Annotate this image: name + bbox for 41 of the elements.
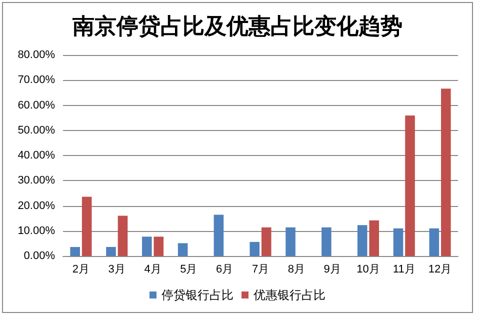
x-tick-label: 11月 (392, 264, 416, 276)
x-tick-label: 2月 (72, 264, 90, 276)
bar (357, 225, 368, 256)
chart-title: 南京停贷占比及优惠占比变化趋势 (72, 14, 402, 40)
y-tick-label: 20.00% (18, 200, 56, 212)
bar (286, 227, 296, 256)
x-tick-label: 10月 (356, 264, 380, 276)
y-tick-label: 80.00% (18, 49, 56, 61)
bar (118, 216, 128, 256)
bar (261, 227, 272, 256)
bar (405, 116, 415, 256)
bar (106, 246, 116, 256)
x-tick-label: 7月 (252, 264, 270, 276)
y-tick-label: 10.00% (18, 224, 56, 237)
y-tick-label: 50.00% (18, 124, 56, 136)
x-tick-label: 8月 (288, 264, 305, 276)
x-tick-label: 5月 (180, 264, 198, 276)
bar (178, 243, 188, 256)
bar (369, 220, 379, 256)
bar (429, 228, 440, 256)
y-tick-label: 0.00% (24, 250, 56, 262)
legend-label: 停贷银行占比 (162, 288, 234, 302)
x-tick-label: 12月 (428, 264, 452, 276)
bar (82, 196, 92, 256)
y-tick-label: 70.00% (18, 74, 56, 86)
bar (142, 236, 152, 256)
y-tick-label: 30.00% (18, 174, 56, 187)
bar (214, 214, 224, 256)
y-tick-label: 40.00% (18, 150, 56, 162)
bar (393, 228, 404, 256)
legend-label: 优惠银行占比 (254, 288, 326, 302)
x-tick-label: 6月 (216, 264, 234, 276)
bar (250, 242, 260, 256)
bar (154, 236, 164, 256)
x-tick-label: 3月 (108, 264, 126, 276)
bar (70, 246, 80, 256)
bar (322, 227, 332, 256)
x-tick-label: 9月 (324, 264, 341, 276)
x-tick-label: 4月 (144, 264, 162, 276)
bar (441, 88, 451, 256)
y-tick-label: 60.00% (18, 99, 56, 112)
